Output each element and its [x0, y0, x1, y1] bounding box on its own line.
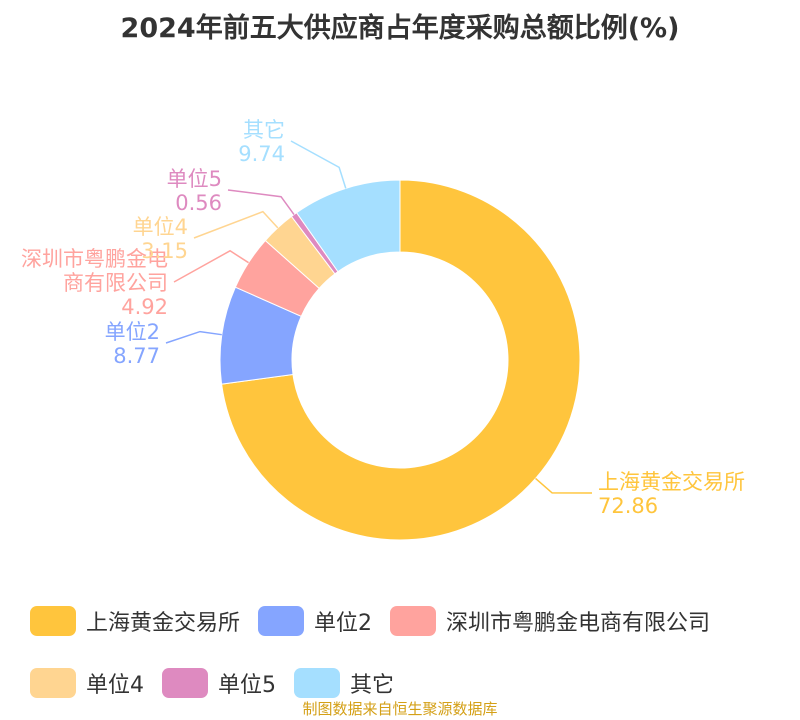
legend-swatch — [162, 668, 208, 698]
leader-line-4 — [193, 210, 279, 239]
slice-value-4: 3.15 — [141, 239, 188, 263]
slice-label-2: 单位2 — [105, 320, 160, 344]
source-note: 制图数据来自恒生聚源数据库 — [302, 700, 498, 718]
chart-title: 2024年前五大供应商占年度采购总额比例(%) — [120, 13, 680, 44]
slice-label-3: 深圳市粤鹏金电 — [21, 247, 168, 271]
slice-value-2: 8.77 — [113, 344, 160, 368]
legend-item-5[interactable]: 单位5 — [162, 666, 276, 700]
leader-line-1 — [535, 477, 593, 494]
slice-label-3: 商有限公司 — [63, 271, 168, 295]
slice-1[interactable] — [221, 179, 581, 541]
slice-value-5: 0.56 — [175, 191, 222, 215]
slice-label-1: 上海黄金交易所 — [598, 470, 745, 494]
leader-line-2 — [165, 330, 222, 344]
legend-label: 单位5 — [218, 673, 276, 698]
slice-6[interactable] — [295, 179, 401, 273]
legend-item-1[interactable]: 上海黄金交易所 — [30, 604, 240, 638]
slice-value-1: 72.86 — [598, 494, 658, 518]
leader-line-6 — [290, 140, 347, 189]
slice-label-5: 单位5 — [167, 167, 222, 191]
legend-label: 上海黄金交易所 — [86, 611, 241, 636]
legend-swatch — [258, 606, 305, 636]
slice-value-6: 9.74 — [238, 142, 285, 166]
leader-line-3 — [173, 249, 249, 283]
legend-label: 单位4 — [86, 673, 144, 698]
legend-label: 其它 — [350, 673, 395, 698]
leader-line-5 — [227, 189, 295, 215]
slice-label-4: 单位4 — [133, 215, 188, 239]
slice-value-3: 4.92 — [121, 295, 168, 319]
legend-item-4[interactable]: 单位4 — [30, 666, 144, 700]
legend-swatch — [30, 606, 76, 636]
legend-label: 单位2 — [314, 611, 373, 636]
chart-legend: 上海黄金交易所 单位2 深圳市粤鹏金电商有限公司单位4 单位5 其它 — [30, 604, 790, 700]
legend-item-3[interactable]: 深圳市粤鹏金电商有限公司 — [390, 604, 710, 638]
legend-item-6[interactable]: 其它 — [294, 666, 394, 700]
legend-swatch — [294, 668, 340, 698]
slice-label-6: 其它 — [243, 118, 285, 142]
legend-label: 深圳市粤鹏金电商有限公司 — [446, 611, 711, 636]
legend-item-2[interactable]: 单位2 — [258, 604, 372, 638]
legend-swatch — [390, 606, 437, 636]
legend-swatch — [30, 668, 76, 698]
